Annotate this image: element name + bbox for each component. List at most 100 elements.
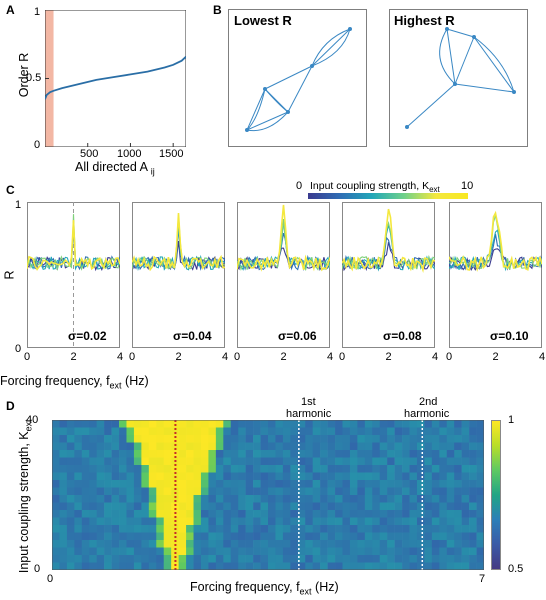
heat-cell <box>230 532 239 541</box>
heat-cell <box>461 495 470 503</box>
heat-cell <box>163 427 172 436</box>
heat-cell <box>335 502 343 511</box>
heat-cell <box>372 547 381 556</box>
heat-cell <box>357 450 366 458</box>
heat-cell <box>357 435 366 443</box>
heat-cell <box>245 510 254 518</box>
heat-cell <box>119 442 127 451</box>
heat-cell <box>230 465 239 473</box>
heat-cell <box>357 525 366 533</box>
panel-a-xtick-500: 500 <box>80 148 99 160</box>
heat-cell <box>469 525 477 533</box>
heat-cell <box>178 480 187 488</box>
heat-cell <box>335 420 343 428</box>
heat-cell <box>409 465 418 473</box>
heat-cell <box>268 517 276 526</box>
heat-cell <box>74 450 83 458</box>
heat-cell <box>163 502 172 511</box>
heat-cell <box>178 465 187 473</box>
highlight-band <box>45 10 54 147</box>
heat-cell <box>230 480 239 488</box>
heat-cell <box>66 495 75 503</box>
heat-cell <box>327 532 336 541</box>
heat-cell <box>439 472 448 481</box>
heat-cell <box>215 420 224 428</box>
heat-cell <box>208 510 217 518</box>
heat-cell <box>327 540 336 548</box>
heat-cell <box>342 502 351 511</box>
heat-cell <box>66 435 75 443</box>
heat-cell <box>416 525 425 533</box>
heat-cell <box>379 502 388 511</box>
heat-cell <box>178 532 187 541</box>
heat-cell <box>305 502 313 511</box>
heat-cell <box>253 547 261 556</box>
heat-cell <box>312 555 321 563</box>
heat-cell <box>379 562 388 570</box>
heat-cell <box>148 472 157 481</box>
heat-cell <box>312 495 321 503</box>
heat-cell <box>178 420 187 428</box>
heat-cell <box>454 547 462 556</box>
heat-cell <box>439 465 448 473</box>
heat-cell <box>379 480 388 488</box>
heat-cell <box>394 555 403 563</box>
heat-cell <box>431 465 440 473</box>
heat-cell <box>290 532 299 541</box>
heat-cell <box>186 427 194 436</box>
heat-cell <box>268 540 276 548</box>
heat-cell <box>74 435 83 443</box>
heat-cell <box>66 555 75 563</box>
heat-cell <box>335 487 343 496</box>
heat-cell <box>81 472 90 481</box>
heat-cell <box>193 517 202 526</box>
heat-cell <box>461 547 470 556</box>
heat-cell <box>81 435 90 443</box>
heat-cell <box>327 547 336 556</box>
heat-cell <box>200 472 209 481</box>
heat-cell <box>357 547 366 556</box>
heat-cell <box>119 480 127 488</box>
heat-cell <box>200 480 209 488</box>
heat-cell <box>238 510 246 518</box>
heat-cell <box>193 532 202 541</box>
heat-cell <box>305 562 313 570</box>
heat-cell <box>163 465 172 473</box>
heat-cell <box>111 532 120 541</box>
heat-cell <box>461 487 470 496</box>
heat-cell <box>387 510 395 518</box>
heat-cell <box>230 442 239 451</box>
heat-cell <box>454 435 462 443</box>
panel-c-xtick: 2 <box>70 351 77 363</box>
heat-cell <box>133 517 142 526</box>
heat-cell <box>59 525 68 533</box>
heat-cell <box>148 555 157 563</box>
heat-cell <box>238 555 246 563</box>
heat-cell <box>387 532 395 541</box>
heat-cell <box>297 442 306 451</box>
heat-cell <box>282 427 291 436</box>
heat-cell <box>89 502 97 511</box>
heat-cell <box>260 502 269 511</box>
heat-cell <box>148 532 157 541</box>
heat-cell <box>186 435 194 443</box>
heat-cell <box>364 502 373 511</box>
heat-cell <box>282 472 291 481</box>
heat-cell <box>133 502 142 511</box>
heat-cell <box>74 540 83 548</box>
heat-cell <box>178 562 187 570</box>
heat-cell <box>178 450 187 458</box>
heat-cell <box>297 487 306 496</box>
heat-cell <box>156 555 165 563</box>
heat-cell <box>409 502 418 511</box>
heat-cell <box>454 532 462 541</box>
heat-cell <box>245 495 254 503</box>
series-k4 <box>342 208 435 273</box>
heat-cell <box>119 555 127 563</box>
heat-cell <box>238 442 246 451</box>
heat-cell <box>148 502 157 511</box>
heat-cell <box>104 480 112 488</box>
heat-cell <box>364 562 373 570</box>
heat-cell <box>208 442 217 451</box>
heat-cell <box>476 517 484 526</box>
